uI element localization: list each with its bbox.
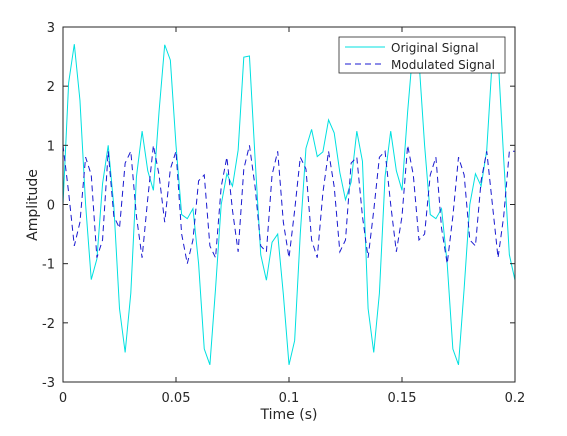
- y-axis-label: Amplitude: [25, 169, 41, 241]
- y-tick-label: 1: [47, 139, 55, 154]
- x-tick-label: 0.15: [388, 391, 417, 406]
- x-axis-ticks: 0 0.05 0.1 0.15 0.2: [59, 27, 525, 406]
- x-tick-label: 0: [59, 391, 67, 406]
- y-axis-ticks: -3 -2 -1 0 1 2 3: [42, 21, 515, 391]
- y-tick-label: -1: [42, 258, 55, 273]
- series-line-original-signal: [63, 44, 515, 366]
- y-tick-label: 3: [47, 21, 55, 36]
- y-tick-label: 2: [47, 80, 55, 95]
- x-tick-label: 0.05: [162, 391, 191, 406]
- legend-label-modulated-signal: Modulated Signal: [391, 58, 495, 72]
- x-tick-label: 0.2: [505, 391, 526, 406]
- plot-area: [63, 27, 515, 382]
- legend-box: [338, 36, 506, 74]
- legend-label-original-signal: Original Signal: [391, 41, 479, 55]
- x-tick-label: 0.1: [279, 391, 300, 406]
- series-layer: [63, 44, 515, 366]
- legend: Original Signal Modulated Signal: [338, 36, 506, 74]
- x-axis-label: Time (s): [260, 407, 318, 423]
- y-tick-label: -2: [42, 317, 55, 332]
- y-tick-label: 0: [47, 199, 55, 214]
- y-tick-label: -3: [42, 376, 55, 391]
